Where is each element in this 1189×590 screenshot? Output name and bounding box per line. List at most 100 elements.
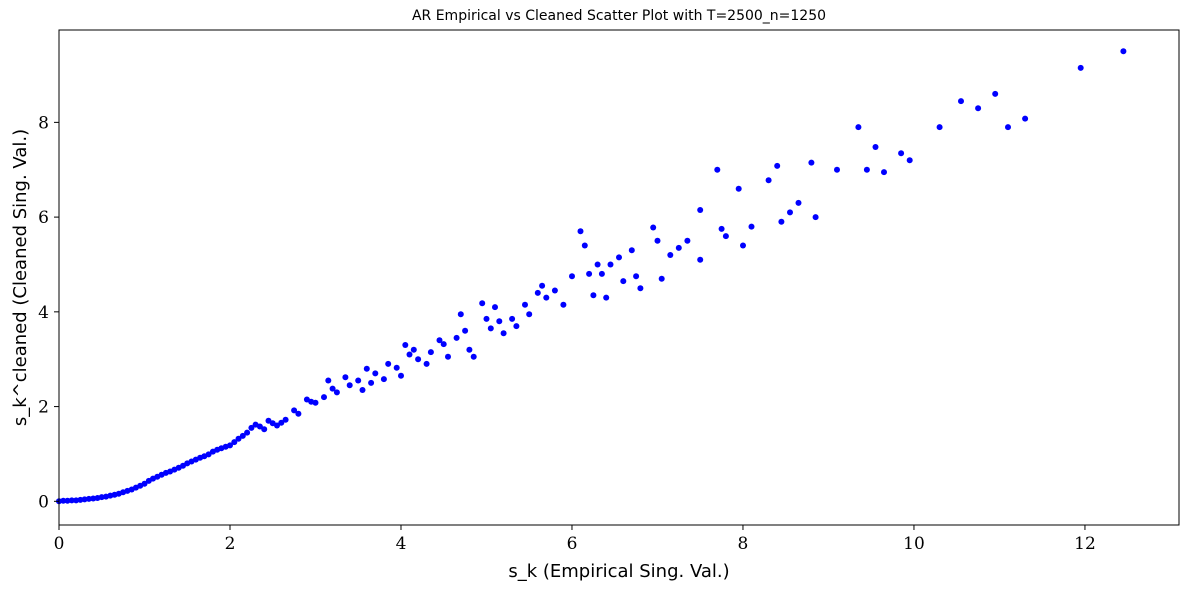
x-tick-label: 8 <box>738 534 749 554</box>
scatter-point <box>1120 48 1127 55</box>
scatter-point <box>675 244 682 251</box>
scatter-point <box>342 374 349 381</box>
scatter-point <box>936 124 943 131</box>
scatter-point <box>398 372 404 379</box>
y-tick-label: 0 <box>38 492 49 512</box>
scatter-point <box>385 360 392 367</box>
y-tick-label: 2 <box>38 398 49 418</box>
x-tick-label: 0 <box>54 534 65 554</box>
scatter-point <box>539 282 546 289</box>
scatter-point <box>312 399 319 406</box>
y-tick-label: 4 <box>38 303 49 323</box>
scatter-point <box>697 207 704 213</box>
x-tick-label: 10 <box>903 534 925 554</box>
scatter-point <box>462 327 469 334</box>
scatter-point <box>466 346 473 353</box>
scatter-point <box>291 407 298 414</box>
scatter-point <box>872 144 879 150</box>
scatter-point <box>628 247 635 254</box>
scatter-point <box>509 315 516 322</box>
scatter-point <box>906 157 913 164</box>
scatter-point <box>577 228 584 235</box>
scatter-point <box>898 150 905 157</box>
scatter-point <box>718 225 725 232</box>
scatter-point <box>654 237 661 244</box>
scatter-point <box>774 162 781 169</box>
chart-title: AR Empirical vs Cleaned Scatter Plot wit… <box>412 8 826 24</box>
scatter-point <box>496 318 503 325</box>
scatter-point <box>445 353 451 360</box>
scatter-point <box>560 301 567 308</box>
scatter-point <box>60 497 67 504</box>
y-axis-label: s_k^cleaned (Cleaned Sing. Val.) <box>10 129 31 426</box>
scatter-point <box>534 289 541 296</box>
scatter-point <box>778 218 785 225</box>
scatter-point <box>526 311 533 318</box>
scatter-point <box>658 275 665 282</box>
scatter-point <box>787 209 793 216</box>
scatter-point <box>697 256 704 263</box>
scatter-point <box>594 261 601 268</box>
y-axis-ticks: 0 2 4 6 8 <box>38 113 59 512</box>
scatter-point <box>457 311 464 318</box>
scatter-point <box>261 426 268 433</box>
scatter-point <box>368 379 375 386</box>
scatter-point <box>667 252 674 258</box>
scatter-point <box>975 105 982 112</box>
scatter-point <box>740 242 746 249</box>
x-tick-label: 4 <box>396 534 407 554</box>
scatter-point <box>620 278 627 285</box>
scatter-point <box>64 497 71 504</box>
scatter-point <box>355 377 362 384</box>
scatter-point <box>406 351 413 358</box>
scatter-points <box>56 48 1127 505</box>
scatter-point <box>427 349 434 356</box>
scatter-point <box>372 370 379 377</box>
scatter-point <box>256 423 263 430</box>
scatter-point <box>282 416 289 423</box>
scatter-point <box>359 387 366 393</box>
scatter-point <box>239 432 246 439</box>
scatter-point <box>487 325 494 332</box>
scatter-point <box>543 294 550 301</box>
scatter-point <box>881 169 887 176</box>
scatter-point <box>363 365 370 372</box>
scatter-point <box>440 341 447 348</box>
scatter-point <box>863 166 870 173</box>
y-tick-label: 6 <box>38 208 49 228</box>
scatter-point <box>231 439 238 446</box>
scatter-point <box>380 376 387 383</box>
scatter-point <box>346 382 353 389</box>
scatter-point <box>603 294 610 301</box>
scatter-point <box>551 287 558 294</box>
scatter-point <box>492 304 498 311</box>
scatter-point <box>325 377 332 384</box>
scatter-point <box>834 166 840 173</box>
scatter-point <box>205 451 212 458</box>
scatter-point <box>402 342 409 348</box>
scatter-point <box>586 270 593 277</box>
scatter-point <box>513 323 520 330</box>
scatter-point <box>855 124 862 131</box>
scatter-point <box>581 242 588 249</box>
scatter-point <box>85 495 92 502</box>
scatter-point <box>235 435 242 442</box>
scatter-point <box>227 442 233 449</box>
scatter-point <box>479 300 486 307</box>
scatter-point <box>278 419 285 426</box>
scatter-point <box>329 385 336 392</box>
scatter-point <box>795 199 802 206</box>
scatter-point <box>500 330 507 337</box>
scatter-point <box>410 346 417 353</box>
scatter-point <box>598 270 605 277</box>
x-tick-label: 2 <box>225 534 236 554</box>
plot-frame <box>58 29 1180 526</box>
scatter-point <box>141 480 148 487</box>
scatter-point <box>244 429 251 436</box>
scatter-point <box>765 177 772 184</box>
scatter-point <box>1077 64 1084 71</box>
scatter-point <box>522 301 528 308</box>
scatter-point <box>812 214 819 221</box>
scatter-point <box>393 364 400 371</box>
